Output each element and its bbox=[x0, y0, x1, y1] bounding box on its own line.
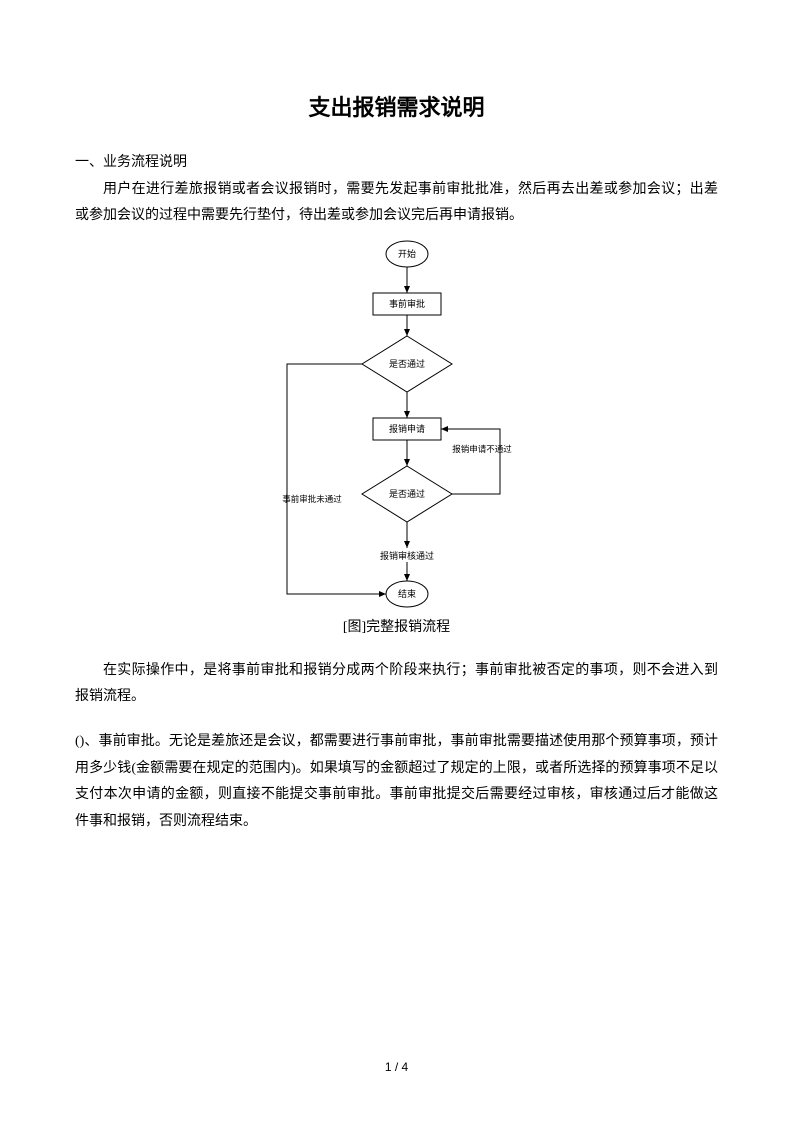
section2-paragraph1: 在实际操作中，是将事前审批和报销分成两个阶段来执行；事前审批被否定的事项，则不会… bbox=[75, 658, 718, 711]
flowchart-diagram: 事前审批未通过报销申请不通过开始事前审批是否通过报销申请是否通过报销审核通过结束 bbox=[232, 234, 562, 614]
svg-text:事前审批未通过: 事前审批未通过 bbox=[282, 494, 342, 504]
svg-text:事前审批: 事前审批 bbox=[388, 298, 424, 309]
page-title: 支出报销需求说明 bbox=[75, 90, 718, 122]
section1-heading: 一、业务流程说明 bbox=[75, 150, 718, 177]
svg-text:报销申请: 报销申请 bbox=[388, 423, 424, 434]
section2-paragraph2: ()、事前审批。无论是差旅还是会议，都需要进行事前审批，事前审批需要描述使用那个… bbox=[75, 729, 718, 835]
svg-text:报销申请不通过: 报销申请不通过 bbox=[452, 444, 512, 454]
svg-text:是否通过: 是否通过 bbox=[388, 358, 424, 369]
svg-text:结束: 结束 bbox=[397, 588, 415, 599]
svg-text:报销审核通过: 报销审核通过 bbox=[379, 550, 433, 561]
page-number: 1 / 4 bbox=[0, 1060, 793, 1074]
flowchart-container: 事前审批未通过报销申请不通过开始事前审批是否通过报销申请是否通过报销审核通过结束 bbox=[75, 234, 718, 614]
svg-text:开始: 开始 bbox=[397, 248, 415, 259]
flowchart-caption: [图]完整报销流程 bbox=[75, 616, 718, 636]
section1-paragraph1: 用户在进行差旅报销或者会议报销时，需要先发起事前审批批准，然后再去出差或参加会议… bbox=[75, 177, 718, 230]
spacer bbox=[75, 711, 718, 729]
svg-text:是否通过: 是否通过 bbox=[388, 488, 424, 499]
